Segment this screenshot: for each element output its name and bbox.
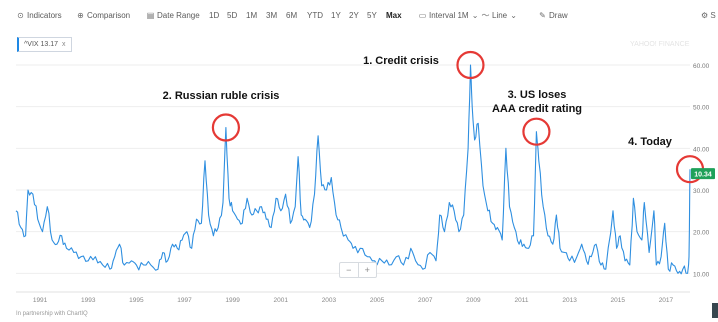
- gear-icon: ⚙: [701, 11, 709, 20]
- last-price-label: 10.34: [694, 172, 712, 179]
- range-5y-button[interactable]: 5Y: [367, 11, 377, 20]
- x-tick-label: 2015: [611, 297, 626, 304]
- y-tick-label: 30.00: [693, 188, 710, 195]
- x-tick-label: 2003: [322, 297, 337, 304]
- y-tick-label: 60.00: [693, 63, 710, 70]
- date-range-label: Date Range: [157, 11, 200, 20]
- annotation-label: AAA credit rating: [492, 103, 582, 115]
- range-6m-button[interactable]: 6M: [286, 11, 298, 20]
- series-line: [15, 64, 691, 275]
- zoom-out-button[interactable]: −: [346, 265, 352, 275]
- chart-type-label: Line: [492, 11, 508, 20]
- interval-icon: ▭: [418, 11, 427, 20]
- settings-button[interactable]: ⚙ S: [701, 11, 716, 20]
- indicators-icon: ⊙: [17, 11, 24, 20]
- last-price-tag: 10.34: [691, 168, 715, 180]
- x-tick-label: 2001: [274, 297, 289, 304]
- plus-circle-icon: ⊕: [77, 11, 84, 20]
- y-axis: 10.00 20.00 30.00 40.00 50.00 60.00: [693, 63, 710, 278]
- zoom-in-button[interactable]: +: [364, 265, 370, 275]
- range-max-button[interactable]: Max: [386, 11, 402, 20]
- indicators-button[interactable]: ⊙ Indicators: [16, 11, 62, 20]
- last-price-badge: [691, 168, 715, 180]
- symbol-label: ^VIX 13.17: [24, 41, 59, 48]
- x-tick-label: 2011: [515, 297, 529, 304]
- range-5d-button[interactable]: 5D: [227, 11, 238, 20]
- chart-type-dropdown[interactable]: 〜 Line ⌄: [481, 11, 518, 20]
- x-tick-label: 1999: [225, 297, 240, 304]
- y-tick-label: 50.00: [693, 105, 710, 112]
- scroll-handle[interactable]: [712, 303, 718, 318]
- interval-label: Interval 1M: [429, 11, 469, 20]
- chevron-down-icon: ⌄: [510, 11, 517, 20]
- indicators-label: Indicators: [27, 11, 62, 20]
- annotation-label: 4. Today: [628, 136, 673, 148]
- annotation-label: 1. Credit crisis: [363, 55, 439, 67]
- range-1m-button[interactable]: 1M: [246, 11, 258, 20]
- y-tick-label: 40.00: [693, 146, 710, 153]
- grid: [16, 64, 690, 274]
- x-tick-label: 2013: [562, 297, 577, 304]
- annotation-label: 3. US loses: [508, 89, 567, 101]
- highlight-circle: [456, 50, 485, 80]
- symbol-chip[interactable]: ^VIX 13.17 x: [17, 37, 72, 52]
- comparison-button[interactable]: ⊕ Comparison: [76, 11, 130, 20]
- x-tick-label: 1993: [81, 297, 96, 304]
- chevron-down-icon: ⌄: [471, 11, 479, 20]
- pencil-icon: ✎: [539, 11, 546, 20]
- settings-label: S: [710, 11, 716, 20]
- comparison-label: Comparison: [87, 11, 131, 20]
- x-tick-label: 2009: [466, 297, 481, 304]
- range-1y-button[interactable]: 1Y: [331, 11, 341, 20]
- highlight-circles: [211, 50, 705, 184]
- highlight-circle: [211, 113, 241, 142]
- date-range-button[interactable]: ▤ Date Range: [146, 11, 200, 20]
- close-icon[interactable]: x: [62, 41, 66, 48]
- zoom-control: − +: [339, 262, 377, 278]
- zoom-divider: [357, 263, 359, 277]
- footer-credit: In partnership with ChartIQ: [16, 311, 88, 317]
- calendar-icon: ▤: [146, 11, 155, 20]
- annotation-label: 2. Russian ruble crisis: [163, 90, 280, 102]
- draw-label: Draw: [549, 11, 568, 20]
- highlight-circle: [522, 117, 551, 146]
- watermark: YAHOO! FINANCE: [630, 41, 690, 48]
- x-tick-label: 2005: [370, 297, 385, 304]
- range-ytd-button[interactable]: YTD: [307, 11, 323, 20]
- x-tick-label: 1997: [177, 297, 192, 304]
- annotations: 1. Credit crisis 2. Russian ruble crisis 3…: [163, 55, 673, 148]
- range-3m-button[interactable]: 3M: [266, 11, 278, 20]
- interval-dropdown[interactable]: ▭ Interval 1M ⌄: [418, 11, 480, 20]
- chart-toolbar: ⊙ Indicators ⊕ Comparison ▤ Date Range 1…: [0, 0, 718, 34]
- line-chart-icon: 〜: [481, 11, 490, 20]
- y-tick-label: 20.00: [693, 230, 710, 237]
- range-1d-button[interactable]: 1D: [209, 11, 220, 20]
- x-tick-label: 2007: [418, 297, 433, 304]
- x-axis: 1991 1993 1995 1997 1999 2001 2003 2005 2007 2009…: [16, 291, 690, 304]
- range-2y-button[interactable]: 2Y: [349, 11, 359, 20]
- x-tick-label: 2017: [659, 297, 674, 304]
- x-tick-label: 1991: [33, 297, 48, 304]
- x-tick-label: 1995: [129, 297, 144, 304]
- draw-button[interactable]: ✎ Draw: [538, 11, 568, 20]
- y-tick-label: 10.00: [693, 271, 710, 278]
